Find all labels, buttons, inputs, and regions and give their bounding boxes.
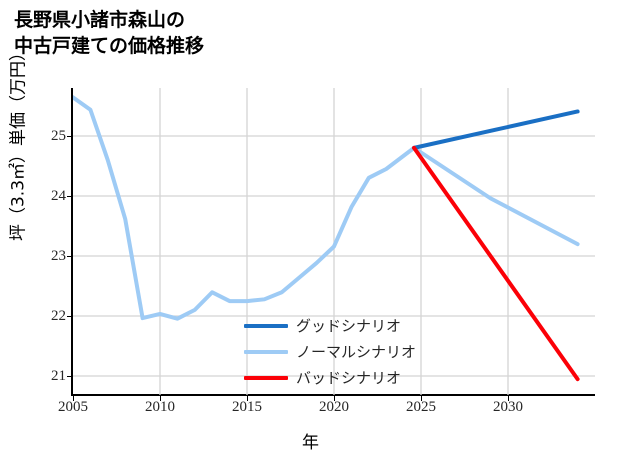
legend-label-normal: ノーマルシナリオ: [296, 343, 417, 361]
chart-canvas: [73, 88, 595, 395]
series-line-bad: [412, 145, 580, 382]
x-axis-spine: [71, 394, 595, 397]
y-tick-mark-23: [67, 256, 72, 258]
chart-legend: グッドシナリオ ノーマルシナリオ バッドシナリオ: [238, 313, 443, 391]
x-tick-label-2030: 2030: [493, 399, 523, 415]
x-tick-mark-2005: [73, 396, 75, 401]
x-tick-label-2025: 2025: [406, 399, 436, 415]
legend-item-good[interactable]: グッドシナリオ: [238, 313, 443, 339]
y-axis-spine: [71, 88, 74, 395]
y-tick-label-25: 25: [51, 128, 66, 144]
legend-label-good: グッドシナリオ: [296, 317, 402, 335]
series-line-normal: [73, 95, 580, 321]
legend-item-bad[interactable]: バッドシナリオ: [238, 365, 443, 391]
legend-label-bad: バッドシナリオ: [296, 369, 402, 387]
plot-area: [73, 88, 595, 395]
x-tick-label-2010: 2010: [145, 399, 175, 415]
y-tick-label-21: 21: [51, 368, 66, 384]
x-tick-label-2020: 2020: [319, 399, 349, 415]
y-axis-label: 坪（3.3㎡）単価（万円）: [8, 43, 29, 242]
legend-swatch-good-icon: [244, 324, 288, 328]
y-tick-mark-21: [67, 376, 72, 378]
y-tick-mark-22: [67, 316, 72, 318]
x-tick-mark-2020: [334, 396, 336, 401]
x-tick-mark-2015: [247, 396, 249, 401]
x-tick-mark-2010: [160, 396, 162, 401]
x-tick-label-2015: 2015: [232, 399, 262, 415]
x-axis-label: 年: [302, 433, 319, 453]
x-tick-mark-2025: [421, 396, 423, 401]
legend-swatch-normal-icon: [244, 350, 288, 354]
y-tick-label-22: 22: [51, 308, 66, 324]
series-line-good: [412, 109, 580, 150]
x-tick-mark-2030: [508, 396, 510, 401]
y-tick-mark-25: [67, 136, 72, 138]
legend-swatch-bad-icon: [244, 376, 288, 380]
y-tick-label-24: 24: [51, 188, 66, 204]
y-tick-mark-24: [67, 196, 72, 198]
y-tick-label-23: 23: [51, 248, 66, 264]
x-tick-label-2005: 2005: [58, 399, 88, 415]
chart-title: 長野県小諸市森山の 中古戸建ての価格推移: [14, 9, 205, 57]
legend-item-normal[interactable]: ノーマルシナリオ: [238, 339, 443, 365]
